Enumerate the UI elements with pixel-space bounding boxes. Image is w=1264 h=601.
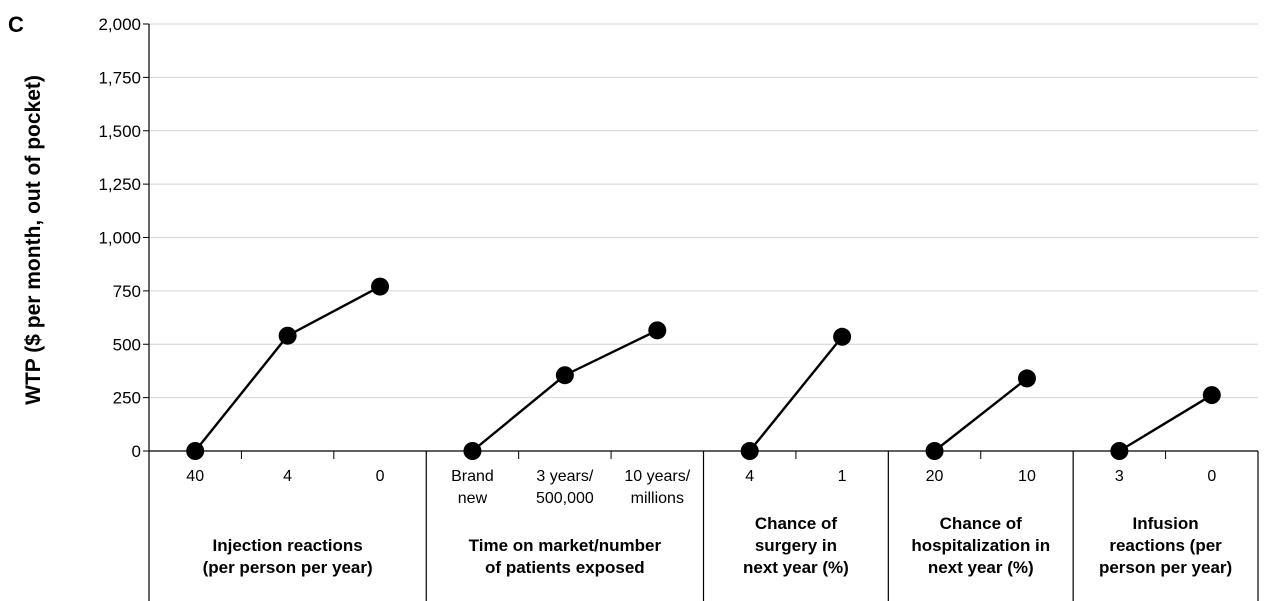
x-category-label: 500,000 (536, 490, 594, 507)
x-category-label: 10 (1018, 468, 1036, 485)
y-tick-label: 1,500 (98, 122, 141, 141)
y-axis-label: WTP ($ per month, out of pocket) (22, 75, 45, 405)
series-line (933, 377, 1028, 452)
series-line (471, 329, 658, 452)
data-point (186, 442, 205, 460)
group-label: surgery in (755, 536, 837, 555)
series-line (748, 336, 844, 452)
x-category-label: new (458, 490, 488, 507)
data-point (648, 321, 667, 340)
x-category-label: 1 (838, 468, 847, 485)
data-point (925, 442, 944, 460)
y-tick-label: 1,250 (98, 175, 141, 194)
x-category-label: 10 years/ (624, 468, 690, 485)
group-label: next year (%) (928, 558, 1034, 577)
y-tick-label: 0 (132, 442, 141, 461)
panel-label: C (8, 12, 24, 37)
y-tick-label: 2,000 (98, 15, 141, 34)
gridlines (149, 23, 1258, 399)
series-line (194, 285, 381, 452)
group-label: of patients exposed (485, 558, 645, 577)
group-label: Infusion (1133, 514, 1199, 533)
x-category-label: 4 (745, 468, 754, 485)
group-label: Injection reactions (213, 536, 363, 555)
x-category-label: Brand (451, 468, 494, 485)
group-label: reactions (per (1109, 536, 1222, 555)
y-tick-label: 1,750 (98, 68, 141, 87)
data-point (833, 327, 852, 346)
x-category-label: millions (631, 490, 684, 507)
group-label: Time on market/number (469, 536, 662, 555)
group-label: person per year) (1099, 558, 1232, 577)
x-category-label: 40 (186, 468, 204, 485)
group-label: Chance of (940, 514, 1023, 533)
data-point (555, 366, 574, 385)
group-label: hospitalization in (911, 536, 1050, 555)
group-label: next year (%) (743, 558, 849, 577)
y-axis: 0 250 500 750 1,000 1,250 1,500 1,750 2,000 (98, 15, 150, 461)
data-point (740, 442, 759, 460)
x-category-label: 3 (1115, 468, 1124, 485)
x-category-label: 20 (926, 468, 944, 485)
data-point (371, 277, 390, 296)
y-tick-label: 500 (113, 335, 141, 354)
data-point (1017, 369, 1036, 388)
data-point (1202, 386, 1221, 405)
data-point (1110, 442, 1129, 460)
series-lines (186, 277, 1221, 460)
data-point (278, 326, 297, 345)
y-tick-label: 250 (113, 389, 141, 408)
group-label: Chance of (755, 514, 838, 533)
x-category-label: 0 (376, 468, 385, 485)
x-category-label: 3 years/ (536, 468, 593, 485)
group-label: (per person per year) (203, 558, 373, 577)
y-tick-label: 1,000 (98, 229, 141, 248)
data-point (463, 442, 482, 460)
x-category-label: 0 (1207, 468, 1216, 485)
y-tick-label: 750 (113, 282, 141, 301)
x-category-label: 4 (283, 468, 292, 485)
series-line (1118, 394, 1213, 453)
